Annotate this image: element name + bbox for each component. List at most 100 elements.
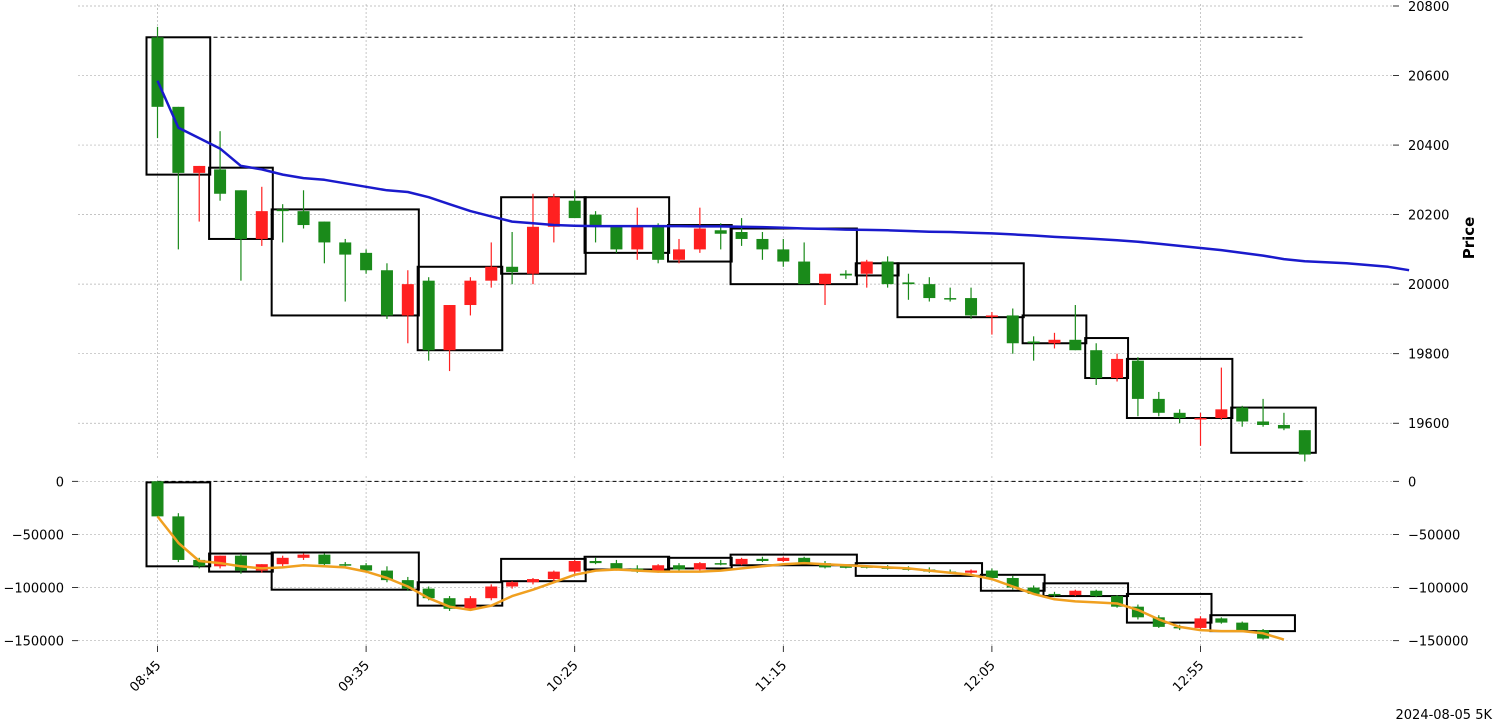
candle-body [1194, 618, 1207, 628]
candle-body [923, 284, 936, 299]
candle-body [756, 238, 769, 250]
chart-footer: 2024-08-05 5K [1396, 708, 1493, 723]
candle-body [1006, 578, 1019, 588]
candle-body [1173, 412, 1186, 419]
candle-body [1090, 590, 1103, 597]
range-box [896, 262, 1025, 319]
candle-body [276, 209, 289, 212]
candle-body [339, 564, 352, 566]
y-tick-label: 20600 [1408, 70, 1449, 85]
candle-body [652, 565, 665, 572]
candle-body [506, 266, 519, 272]
candle-body [1152, 617, 1165, 627]
candle-body [547, 571, 560, 580]
candle-body [1069, 590, 1082, 595]
candle-body [777, 249, 790, 262]
candle-body [735, 232, 748, 239]
y-tick-label: 20800 [1408, 0, 1449, 15]
candle-body [1152, 398, 1165, 413]
range-box [1230, 406, 1317, 454]
price-axis-label: Price [1460, 217, 1478, 260]
candle-body [318, 554, 331, 565]
moving-average-line [156, 515, 1285, 641]
cumulative-candles [151, 481, 1270, 640]
candle-body [673, 565, 685, 570]
candle-body [526, 579, 539, 583]
candle-body [339, 242, 352, 255]
candle-body [401, 580, 414, 589]
candle-body [798, 261, 811, 285]
y-tick-label: 20200 [1408, 209, 1449, 224]
candle-body [819, 273, 832, 285]
candle-body [1069, 339, 1082, 351]
candle-body [1215, 618, 1228, 623]
candle-body [422, 588, 435, 599]
price-panel: 19600 19800 20000 20200 20400 20600 20800 Pric… [78, 0, 1478, 462]
candle-body [547, 197, 560, 227]
x-tick-label: 11:15 [753, 658, 790, 695]
candle-body [777, 557, 790, 561]
range-box [416, 265, 504, 352]
candle-body [798, 557, 811, 564]
candle-body [589, 561, 602, 564]
y-tick-label: 19600 [1408, 417, 1449, 432]
candle-body [652, 225, 665, 260]
candle-body [1090, 350, 1103, 379]
candle-body [589, 214, 602, 226]
y-tick-label: −50000 [1408, 528, 1460, 543]
candle-body [1027, 587, 1040, 594]
range-box [729, 553, 858, 567]
candle-body [881, 261, 894, 285]
range-box [854, 562, 984, 577]
candle-body [193, 559, 206, 567]
range-box [854, 262, 900, 277]
range-box [145, 481, 212, 568]
candle-body [902, 282, 915, 285]
range-box [500, 196, 587, 275]
x-tick-label: 12:05 [962, 658, 999, 695]
y-tick-label: 0 [56, 475, 64, 490]
y-tick-label: −150000 [3, 635, 64, 650]
price-y-tick-labels: 19600 19800 20000 20200 20400 20600 20800 [1393, 0, 1449, 432]
moving-average-line [156, 80, 1410, 272]
candle-body [1111, 596, 1124, 607]
candle-body [693, 228, 706, 250]
candle-body [735, 558, 748, 565]
candle-body [610, 225, 623, 250]
candle-body [380, 270, 393, 316]
x-tick-label: 08:45 [127, 658, 164, 695]
candle-body [297, 554, 310, 558]
candle-body [1131, 606, 1144, 618]
candle-body [1215, 409, 1228, 419]
candle-body [568, 561, 581, 572]
candle-body [485, 586, 498, 599]
candle-body [860, 261, 873, 274]
candle-body [1194, 418, 1207, 420]
candle-body [1236, 622, 1249, 631]
candle-body [1236, 407, 1249, 422]
candle-body [234, 190, 247, 239]
candle-body [214, 169, 227, 194]
candle-body [485, 266, 498, 281]
price-candles [151, 26, 1311, 462]
x-tick-label: 12:55 [1170, 658, 1207, 695]
candle-body [318, 221, 331, 243]
candle-body [839, 566, 852, 568]
price-moving-average [156, 80, 1410, 272]
candle-body [360, 252, 373, 271]
cumulative-y-tick-labels-left: 0 −50000 −100000 −150000 [3, 475, 78, 650]
y-tick-label: 0 [1408, 475, 1416, 490]
candle-body [234, 555, 247, 571]
x-axis: 08:45 09:35 10:25 11:15 12:05 12:55 [127, 646, 1207, 695]
candle-body [714, 563, 727, 565]
candle-body [506, 582, 519, 587]
candle-body [756, 558, 769, 561]
x-tick-label: 09:35 [336, 658, 373, 695]
y-tick-label: −150000 [1408, 635, 1469, 650]
range-box [416, 581, 504, 607]
y-tick-label: −50000 [12, 528, 64, 543]
range-box [270, 551, 420, 591]
candle-body [1048, 593, 1061, 596]
candle-body [151, 37, 164, 107]
